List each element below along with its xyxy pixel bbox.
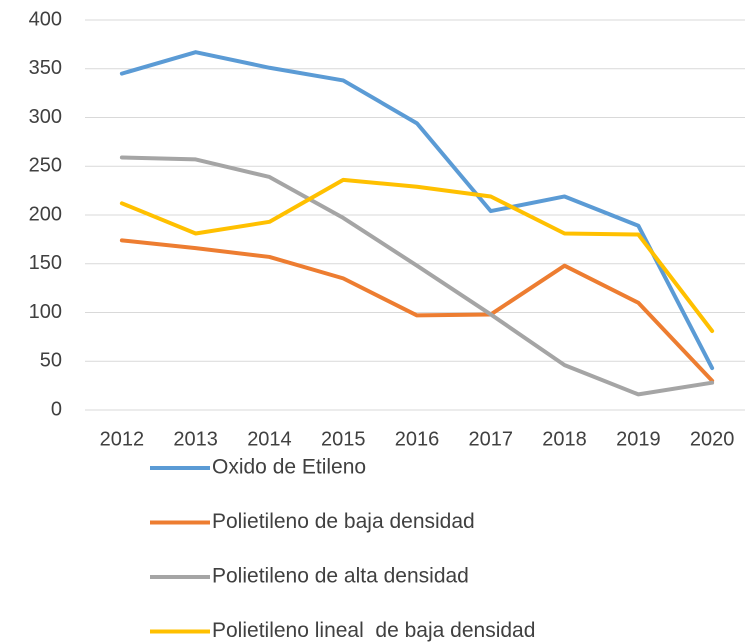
x-tick-label: 2020	[690, 428, 735, 450]
y-tick-label: 0	[51, 398, 62, 420]
x-tick-label: 2014	[247, 428, 292, 450]
x-tick-label: 2015	[321, 428, 366, 450]
y-tick-label: 150	[29, 252, 62, 274]
series-line	[119, 155, 715, 397]
series-line	[119, 177, 715, 334]
y-tick-label: 300	[29, 106, 62, 128]
legend-label: Polietileno lineal de baja densidad	[212, 619, 535, 642]
x-tick-label: 2019	[616, 428, 661, 450]
y-tick-label: 400	[29, 8, 62, 30]
legend-label: Oxido de Etileno	[212, 456, 366, 479]
y-tick-label: 100	[29, 301, 62, 323]
y-tick-label: 250	[29, 155, 62, 177]
x-tick-label: 2018	[542, 428, 587, 450]
y-tick-label: 50	[40, 350, 62, 372]
x-tick-label: 2013	[173, 428, 218, 450]
legend-label: Polietileno de baja densidad	[212, 510, 475, 533]
x-tick-label: 2012	[100, 428, 145, 450]
legend-label: Polietileno de alta densidad	[212, 565, 469, 588]
series-line	[119, 50, 715, 371]
y-tick-label: 350	[29, 57, 62, 79]
y-tick-label: 200	[29, 203, 62, 225]
x-tick-label: 2017	[469, 428, 514, 450]
x-tick-label: 2016	[395, 428, 440, 450]
series-line	[119, 238, 715, 383]
